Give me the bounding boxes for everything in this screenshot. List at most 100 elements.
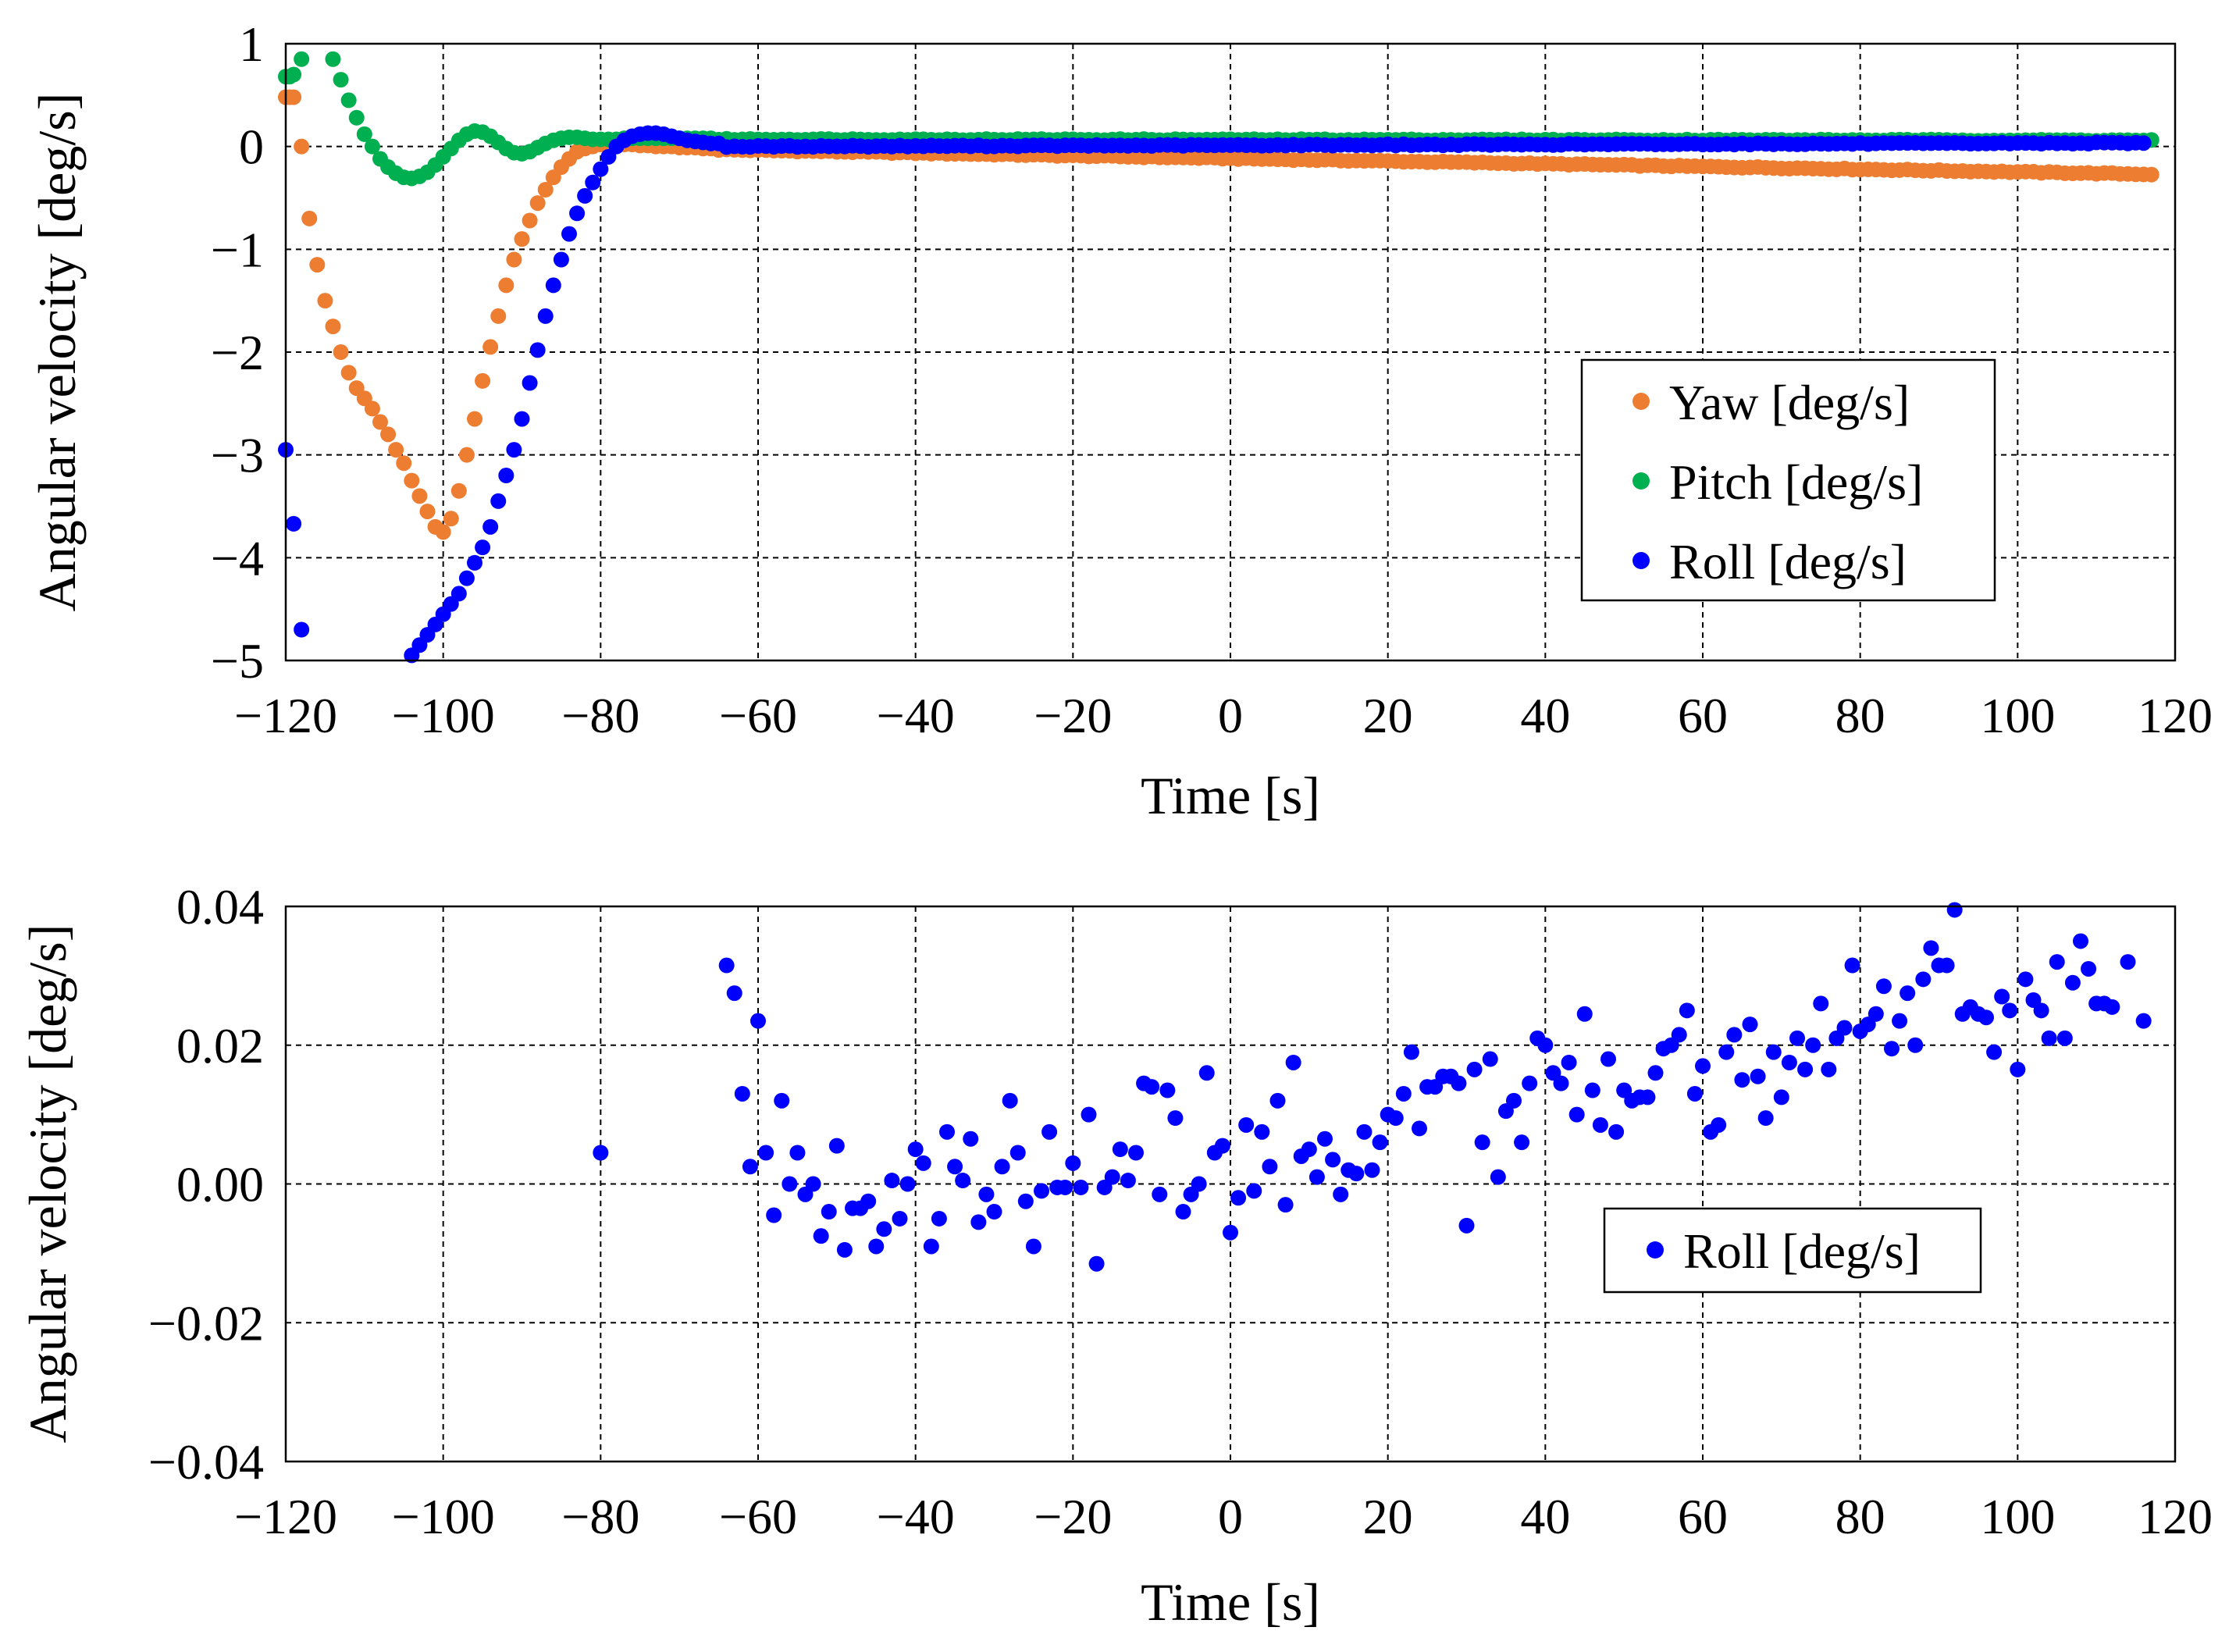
- yaw-data-point: [396, 455, 412, 472]
- roll-data-point: [2049, 954, 2065, 970]
- roll-data-point: [1867, 1006, 1884, 1022]
- roll-data-point: [498, 468, 514, 483]
- y-tick-label: −0.04: [148, 1434, 264, 1490]
- roll-data-point: [1553, 1075, 1569, 1091]
- legend-roll-label: Roll [deg/s]: [1683, 1223, 1921, 1279]
- roll-data-point: [1907, 1037, 1924, 1053]
- roll-data-point: [577, 187, 593, 204]
- roll-data-point: [1333, 1186, 1349, 1202]
- roll-data-point: [2056, 1030, 2073, 1046]
- roll-data-point: [1041, 1123, 1058, 1140]
- x-tick-label: −80: [561, 1489, 639, 1544]
- roll-data-point: [1742, 1016, 1758, 1033]
- roll-data-point: [742, 1159, 758, 1175]
- yaw-data-point: [2143, 166, 2159, 183]
- pitch-data-point: [356, 126, 372, 142]
- top-chart-y-ticks: 1 0 −1 −2 −3 −4 −5: [211, 16, 264, 689]
- roll-data-point: [1112, 1141, 1128, 1158]
- roll-data-point: [1844, 957, 1860, 974]
- pitch-data-point: [348, 109, 365, 126]
- roll-data-point: [1514, 1134, 1530, 1151]
- roll-data-point: [1592, 1116, 1608, 1133]
- yaw-data-point: [529, 195, 546, 212]
- roll-data-point: [1214, 1138, 1230, 1154]
- roll-data-point: [1356, 1123, 1373, 1140]
- roll-data-point: [986, 1204, 1002, 1220]
- roll-data-point: [1325, 1152, 1341, 1168]
- roll-data-point: [915, 1155, 931, 1171]
- roll-data-point: [1797, 1061, 1814, 1077]
- roll-data-point: [1836, 1020, 1853, 1036]
- yaw-data-point: [475, 372, 491, 389]
- roll-data-point: [1734, 1072, 1750, 1088]
- pitch-data-point: [286, 66, 302, 83]
- roll-data-point: [1065, 1155, 1081, 1171]
- roll-data-point: [1285, 1054, 1301, 1070]
- roll-data-point: [892, 1210, 908, 1227]
- bottom-chart-plot-area: [284, 905, 2177, 1463]
- x-tick-label: 120: [2138, 1489, 2213, 1544]
- roll-data-point: [1686, 1085, 1703, 1102]
- roll-data-point: [963, 1130, 979, 1147]
- roll-data-point: [1057, 1179, 1073, 1195]
- yaw-data-point: [411, 488, 428, 504]
- roll-data-point: [884, 1173, 900, 1189]
- yaw-data-point: [506, 251, 522, 268]
- roll-data-point: [923, 1238, 939, 1255]
- roll-data-point: [1002, 1092, 1018, 1109]
- top-chart-y-axis-label: Angular velocity [deg/s]: [27, 93, 87, 612]
- roll-data-point: [734, 1085, 750, 1102]
- bottom-chart: 0.04 0.02 0.00 −0.02 −0.04 −120 −100 −80 −60 −40…: [18, 879, 2213, 1632]
- bottom-chart-legend-box: [1603, 1207, 1982, 1294]
- y-tick-label: −5: [211, 633, 264, 689]
- yaw-data-point: [443, 511, 459, 527]
- roll-data-point: [939, 1123, 955, 1140]
- x-tick-label: 20: [1363, 1489, 1413, 1544]
- roll-data-point: [2010, 1061, 2026, 1077]
- roll-data-point: [1789, 1030, 1805, 1046]
- roll-data-point: [1757, 1110, 1774, 1127]
- roll-data-point: [1120, 1173, 1136, 1189]
- pitch-data-point: [364, 138, 380, 155]
- yaw-data-point: [309, 257, 326, 273]
- roll-data-point: [1608, 1123, 1625, 1140]
- roll-data-point: [1246, 1183, 1262, 1199]
- y-tick-label: −1: [211, 222, 264, 277]
- roll-data-point: [1773, 1089, 1789, 1105]
- roll-data-point: [1568, 1106, 1585, 1123]
- roll-data-point: [750, 1013, 766, 1029]
- x-tick-label: 0: [1218, 1489, 1243, 1544]
- x-tick-label: 80: [1835, 688, 1885, 743]
- pitch-data-point: [340, 92, 357, 109]
- roll-data-point: [836, 1241, 853, 1258]
- roll-data-point: [1726, 1027, 1743, 1043]
- roll-data-point: [2120, 954, 2136, 970]
- yaw-data-point: [294, 138, 310, 155]
- roll-data-point: [1892, 1013, 1908, 1029]
- x-tick-label: 80: [1835, 1489, 1885, 1544]
- x-tick-label: −120: [234, 688, 337, 743]
- roll-data-point: [821, 1204, 837, 1220]
- x-tick-label: −20: [1034, 1489, 1112, 1544]
- roll-data-point: [1262, 1159, 1278, 1175]
- roll-data-point: [1986, 1044, 2003, 1060]
- roll-data-point: [1308, 1169, 1325, 1185]
- roll-data-point: [2081, 960, 2097, 977]
- x-tick-label: −20: [1034, 688, 1112, 743]
- legend-roll-marker: [1647, 1241, 1664, 1259]
- roll-data-point: [1364, 1162, 1380, 1178]
- roll-data-point: [1088, 1255, 1105, 1272]
- roll-data-point: [1781, 1054, 1797, 1070]
- yaw-data-point: [490, 308, 507, 324]
- roll-data-point: [860, 1193, 877, 1209]
- roll-data-point: [1081, 1106, 1097, 1123]
- yaw-data-point: [498, 277, 514, 294]
- yaw-data-point: [514, 231, 530, 247]
- roll-data-point: [1576, 1006, 1593, 1022]
- roll-data-point: [868, 1238, 885, 1255]
- roll-data-point: [2104, 999, 2120, 1015]
- roll-data-point: [899, 1176, 916, 1192]
- yaw-data-point: [372, 414, 388, 430]
- y-tick-label: 0: [239, 119, 264, 175]
